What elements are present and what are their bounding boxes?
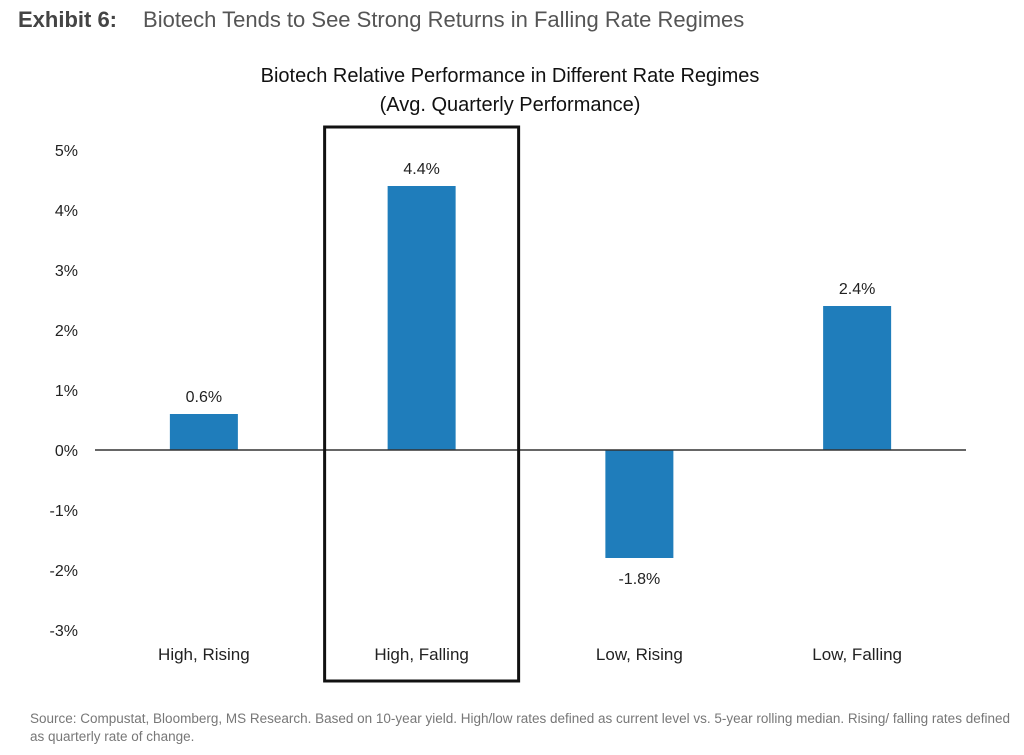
y-tick-label: -1% [50,503,78,520]
bar-chart: Biotech Relative Performance in Differen… [50,65,966,683]
exhibit-title: Biotech Tends to See Strong Returns in F… [143,7,745,32]
category-label: High, Falling [374,645,469,664]
category-labels: High, Rising High, Falling Low, Rising Low,… [158,645,902,664]
y-tick-label: -3% [50,623,78,640]
exhibit-header: Exhibit 6: Biotech Tends to See Strong R… [18,4,744,36]
y-tick-label: 2% [55,323,78,340]
data-label: 2.4% [839,281,875,298]
bar [605,450,674,558]
category-label: High, Rising [158,645,250,664]
data-label: 4.4% [403,161,439,178]
bar [169,414,238,450]
chart-title: Biotech Relative Performance in Differen… [261,65,760,87]
chart-subtitle: (Avg. Quarterly Performance) [380,94,641,116]
highlight-box [323,125,521,683]
y-tick-label: -2% [50,563,78,580]
y-tick-label: 1% [55,383,78,400]
y-tick-label: 4% [55,203,78,220]
category-label: Low, Rising [596,645,683,664]
y-axis-tick-labels: 5% 4% 3% 2% 1% 0% -1% -2% -3% [50,143,78,640]
data-labels: 0.6% 4.4% -1.8% 2.4% [186,161,876,588]
bar [387,186,456,450]
y-tick-label: 3% [55,263,78,280]
exhibit-label: Exhibit 6: [18,7,118,32]
bar [823,306,892,450]
data-label: 0.6% [186,389,222,406]
data-label: -1.8% [618,571,660,588]
category-label: Low, Falling [812,645,902,664]
bar-series [169,186,892,558]
y-tick-label: 0% [55,443,78,460]
source-note: Source: Compustat, Bloomberg, MS Researc… [30,711,1010,744]
y-tick-label: 5% [55,143,78,160]
